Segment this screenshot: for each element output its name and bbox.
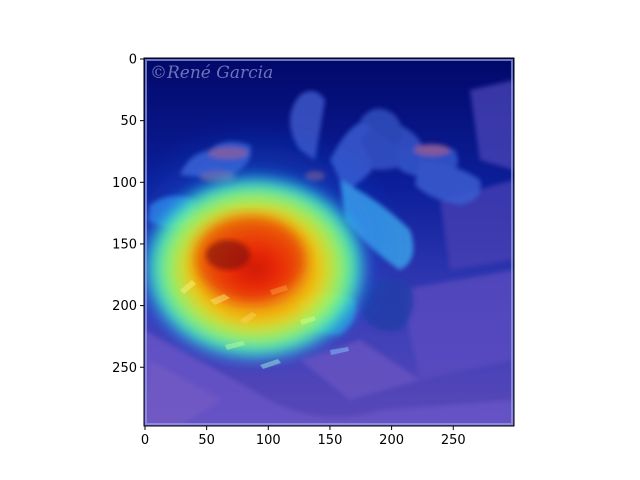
watermark-text: ©René Garcia: [150, 63, 273, 83]
y-tick-label: 50: [120, 114, 137, 129]
y-tick-label: 250: [112, 361, 137, 376]
x-tick-label: 150: [318, 433, 343, 448]
y-tick-label: 100: [112, 176, 137, 191]
axes-frame: [143, 57, 515, 427]
x-tick-label: 100: [256, 433, 281, 448]
x-tick-label: 200: [379, 433, 404, 448]
x-tick-label: 250: [441, 433, 466, 448]
heatmap-image: ©René Garcia: [144, 58, 514, 426]
x-tick-label: 0: [141, 433, 149, 448]
y-tick-label: 150: [112, 237, 137, 252]
y-tick-label: 0: [129, 53, 137, 68]
mulch-texture: [144, 80, 514, 426]
x-axis: 0 50 100 150 200 250: [141, 426, 466, 448]
x-tick-label: 50: [198, 433, 215, 448]
attention-overlay: [144, 120, 405, 370]
y-axis: 0 50 100 150 200 250: [112, 53, 144, 376]
mulch-speckles: [180, 280, 349, 369]
y-tick-label: 200: [112, 299, 137, 314]
